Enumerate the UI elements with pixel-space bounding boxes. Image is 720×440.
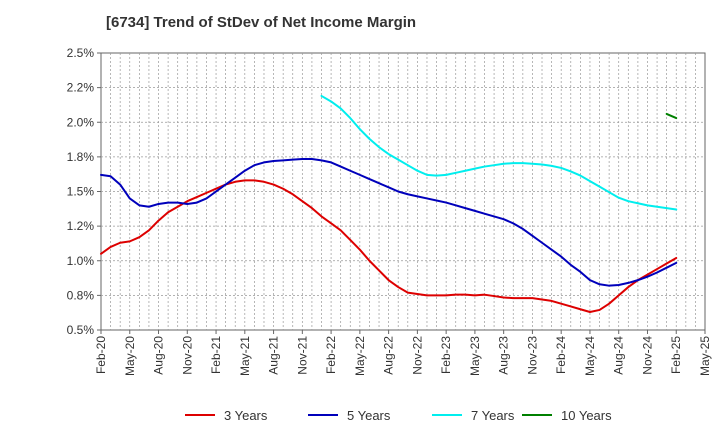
legend-label: 3 Years <box>224 408 268 423</box>
x-axis: Feb-20 May-20 Aug-20 Nov-20 Feb-21 May-21 Aug-… <box>94 330 712 376</box>
legend-label: 10 Years <box>561 408 612 423</box>
y-tick-label: 0.8% <box>67 288 95 302</box>
y-tick-label: 2.0% <box>67 115 95 129</box>
x-tick-label: Feb-20 <box>94 336 108 374</box>
series-line-1 <box>100 157 678 287</box>
x-tick-label: Feb-23 <box>439 336 453 374</box>
y-tick-label: 1.0% <box>67 254 95 268</box>
legend: 3 Years 5 Years 7 Years 10 Years <box>185 408 612 423</box>
legend-label: 5 Years <box>347 408 391 423</box>
x-tick-label: Aug-21 <box>267 336 281 375</box>
legend-label: 7 Years <box>471 408 515 423</box>
y-tick-label: 1.5% <box>67 185 95 199</box>
x-tick-label: May-23 <box>468 336 482 376</box>
x-tick-label: Feb-21 <box>209 336 223 374</box>
x-tick-label: Feb-22 <box>324 336 338 374</box>
x-tick-label: May-25 <box>698 336 712 376</box>
x-tick-label: Nov-22 <box>410 336 424 375</box>
x-tick-label: Nov-23 <box>525 336 539 375</box>
series-line-3 <box>665 112 678 120</box>
series-line-2 <box>320 94 678 211</box>
x-tick-label: Nov-24 <box>640 336 654 375</box>
y-axis: 0.5% 0.8% 1.0% 1.2% 1.5% 1.8% 2.0% 2.2% 2.5% <box>67 46 101 337</box>
x-tick-label: Aug-24 <box>612 336 626 375</box>
x-tick-label: Aug-23 <box>497 336 511 375</box>
x-tick-label: Feb-24 <box>554 336 568 374</box>
x-tick-label: Aug-22 <box>382 336 396 375</box>
x-tick-label: May-20 <box>123 336 137 376</box>
y-tick-label: 1.2% <box>67 219 95 233</box>
y-tick-label: 2.2% <box>67 81 95 95</box>
y-tick-label: 1.8% <box>67 150 95 164</box>
x-tick-label: Aug-20 <box>152 336 166 375</box>
y-tick-label: 0.5% <box>67 323 95 337</box>
x-tick-label: May-22 <box>353 336 367 376</box>
x-tick-label: Nov-21 <box>295 336 309 375</box>
y-tick-label: 2.5% <box>67 46 95 60</box>
series-line-0 <box>100 179 678 313</box>
grid-lines <box>101 53 705 330</box>
x-tick-label: May-24 <box>583 336 597 376</box>
x-tick-label: Nov-20 <box>180 336 194 375</box>
x-tick-label: May-21 <box>238 336 252 376</box>
x-tick-label: Feb-25 <box>669 336 683 374</box>
chart-title: [6734] Trend of StDev of Net Income Marg… <box>106 14 417 31</box>
series-lines <box>100 94 678 313</box>
